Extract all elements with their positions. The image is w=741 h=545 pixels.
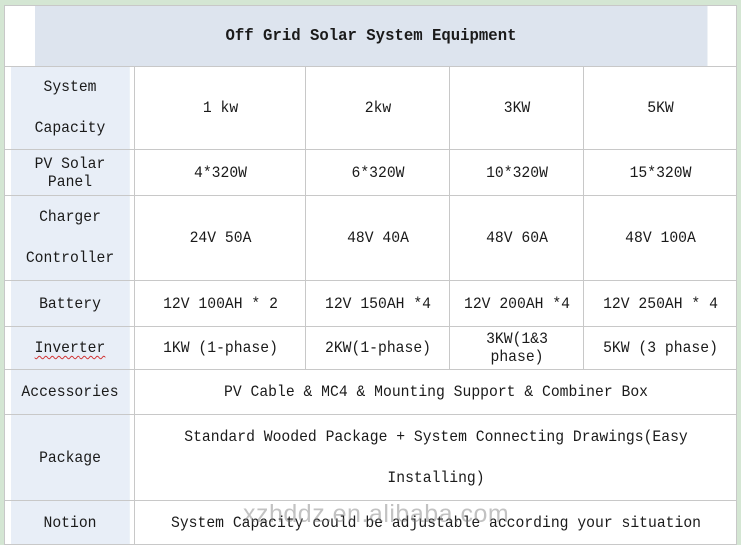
cell: 10*320W [454, 149, 579, 196]
row-label-package: Package [9, 414, 130, 501]
table-title: Off Grid Solar System Equipment [33, 5, 708, 67]
cell: 2kw [310, 66, 445, 150]
cell: Standard Wooded Package + System Connect… [158, 414, 713, 501]
label-line: Controller [25, 249, 114, 267]
table-row: Package Standard Wooded Package + System… [5, 414, 737, 501]
cell: 5KW [589, 66, 731, 150]
table-row: Charger Controller 24V 50A 48V 40A 48V 60… [5, 195, 737, 281]
cell: 48V 60A [454, 195, 579, 281]
cell: 12V 200AH *4 [454, 280, 579, 327]
cell: 1KW (1-phase) [140, 326, 300, 370]
text-line: Standard Wooded Package + System Connect… [183, 427, 688, 446]
cell: 48V 40A [310, 195, 445, 281]
spellcheck-label: Inverter [34, 339, 105, 357]
cell: 5KW (3 phase) [589, 326, 731, 370]
cell: 1 kw [140, 66, 300, 150]
label-line: Capacity [34, 119, 105, 137]
row-label-notion: Notion [9, 500, 130, 545]
row-label-accessories: Accessories [9, 369, 130, 415]
cell: 12V 250AH * 4 [589, 280, 731, 327]
table-row: System Capacity 1 kw 2kw 3KW 5KW [5, 66, 737, 150]
cell: 3KW(1&3 phase) [454, 326, 579, 370]
cell: 6*320W [310, 149, 445, 196]
equipment-table: Off Grid Solar System Equipment System Ca… [4, 5, 737, 545]
row-label-capacity: System Capacity [9, 66, 130, 150]
row-label-battery: Battery [9, 280, 130, 327]
cell: System Capacity could be adjustable acco… [158, 500, 713, 545]
label-line: System [42, 78, 96, 96]
row-label-inverter: Inverter [9, 326, 130, 370]
title-row: Off Grid Solar System Equipment [5, 5, 737, 67]
label-line: Charger [38, 208, 101, 226]
table-row: Notion System Capacity could be adjustab… [5, 500, 737, 545]
table-row: Accessories PV Cable & MC4 & Mounting Su… [5, 369, 737, 415]
cell: 4*320W [140, 149, 300, 196]
row-label-pv: PV Solar Panel [9, 149, 130, 196]
table-row: PV Solar Panel 4*320W 6*320W 10*320W 15*… [5, 149, 737, 196]
cell: 15*320W [589, 149, 731, 196]
cell: 3KW [454, 66, 579, 150]
table-row: Battery 12V 100AH * 2 12V 150AH *4 12V 2… [5, 280, 737, 327]
cell: 12V 150AH *4 [310, 280, 445, 327]
table-row: Inverter 1KW (1-phase) 2KW(1-phase) 3KW(… [5, 326, 737, 370]
cell: PV Cable & MC4 & Mounting Support & Comb… [158, 369, 713, 415]
cell: 48V 100A [589, 195, 731, 281]
text-line: Installing) [386, 468, 485, 487]
cell: 2KW(1-phase) [310, 326, 445, 370]
cell: 24V 50A [140, 195, 300, 281]
cell: 12V 100AH * 2 [140, 280, 300, 327]
row-label-charger: Charger Controller [9, 195, 130, 281]
